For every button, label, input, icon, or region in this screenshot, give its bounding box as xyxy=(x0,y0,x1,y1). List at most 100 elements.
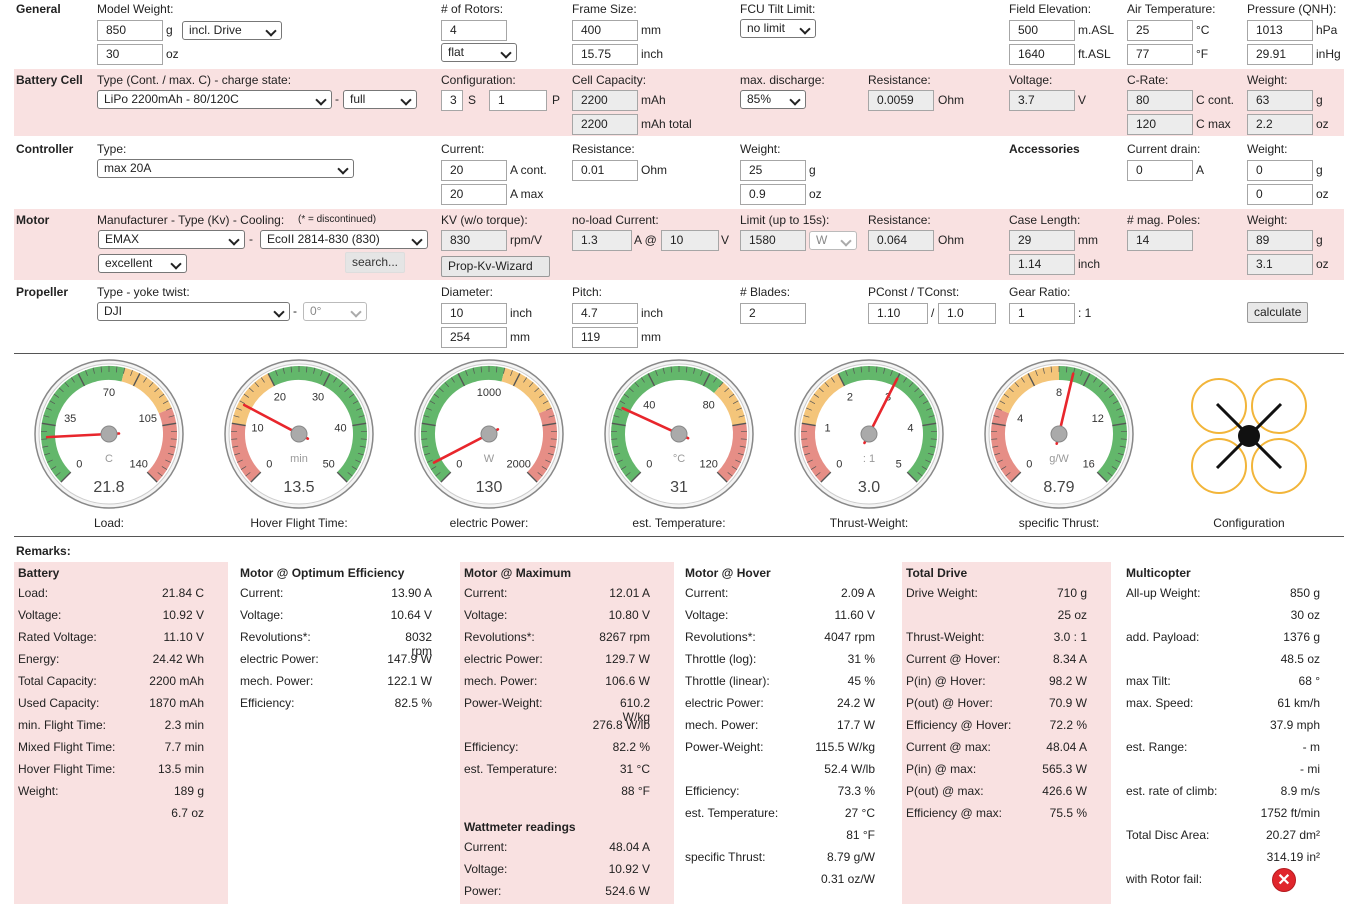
remarks-column: Motor @ Maximum Current: 12.01 A Voltage: 10… xyxy=(460,562,674,904)
rotor-circle xyxy=(1191,438,1247,494)
cell-capacity-value: 2200 xyxy=(572,90,638,111)
air-temp-c-input[interactable]: 25 xyxy=(1127,20,1193,41)
pressure-inhg-input[interactable]: 29.91 xyxy=(1247,44,1313,65)
tconst-input[interactable]: 1.0 xyxy=(938,303,996,324)
remarks-row-label: electric Power: xyxy=(240,652,319,666)
unit-a-at: A @ xyxy=(634,233,657,247)
gear-ratio-input[interactable]: 1 xyxy=(1009,303,1075,324)
unit-inch: inch xyxy=(641,47,664,61)
gauge-tick xyxy=(803,415,810,418)
propeller-dash: - xyxy=(293,304,297,318)
fcu-tilt-select[interactable]: no limit xyxy=(740,19,816,38)
max-discharge-select[interactable]: 85% xyxy=(740,90,806,109)
diameter-mm-input[interactable]: 254 xyxy=(441,327,507,348)
yoke-twist-select[interactable]: 0° xyxy=(303,302,367,321)
propeller-type-select[interactable]: DJI xyxy=(97,302,290,321)
remarks-row-value: 48.04 A xyxy=(609,840,650,854)
remarks-row-value: 7.7 min xyxy=(164,740,204,754)
battery-type-select[interactable]: LiPo 2200mAh - 80/120C xyxy=(97,90,332,109)
controller-type-select[interactable]: max 20A xyxy=(97,159,354,178)
pressure-hpa-input[interactable]: 1013 xyxy=(1247,20,1313,41)
diameter-label: Diameter: xyxy=(441,285,494,299)
gauge-tick xyxy=(347,472,353,477)
drive-select[interactable]: incl. Drive xyxy=(182,21,282,40)
gauge-tick xyxy=(809,400,816,405)
gauge-unit: °C xyxy=(673,453,685,465)
gauge-tick xyxy=(115,366,118,373)
elevation-ft-input[interactable]: 1640 xyxy=(1009,44,1075,65)
gauge-tick xyxy=(611,422,626,427)
search-button[interactable]: search... xyxy=(345,252,406,273)
gauge-tick-label: 0 xyxy=(1026,459,1032,471)
unit-inch: inch xyxy=(510,306,533,320)
gauge-tick xyxy=(351,466,358,470)
controller-max-input[interactable]: 20 xyxy=(441,184,507,205)
noload-voltage-value: 10 xyxy=(661,230,719,251)
blades-input[interactable]: 2 xyxy=(740,303,806,324)
charge-state-select[interactable]: full xyxy=(343,90,417,109)
gauge-tick xyxy=(903,377,908,383)
gauge-tick xyxy=(305,366,308,373)
gauge-tick xyxy=(234,452,241,456)
gauge-tick xyxy=(991,422,1006,427)
model-weight-oz-input[interactable]: 30 xyxy=(97,44,163,65)
cells-parallel-input[interactable]: 1 xyxy=(489,90,547,111)
remarks-row-label: Efficiency @ Hover: xyxy=(906,718,1012,732)
pitch-inch-input[interactable]: 4.7 xyxy=(572,303,638,324)
accessories-weight-oz-input[interactable]: 0 xyxy=(1247,184,1313,205)
controller-resistance-input[interactable]: 0.01 xyxy=(572,160,638,181)
cooling-select[interactable]: excellent xyxy=(98,254,187,273)
frame-mm-input[interactable]: 400 xyxy=(572,20,638,41)
accessories-weight-g-input[interactable]: 0 xyxy=(1247,160,1313,181)
remarks-row-label: electric Power: xyxy=(464,652,543,666)
noload-current-value: 1.3 xyxy=(572,230,632,251)
diameter-inch-input[interactable]: 10 xyxy=(441,303,507,324)
motor-resistance-label: Resistance: xyxy=(868,213,931,227)
controller-weight-oz-input[interactable]: 0.9 xyxy=(740,184,806,205)
gauge-tick xyxy=(438,387,444,393)
gauge-tick xyxy=(426,407,432,411)
rotor-fail-error-icon: ✕ xyxy=(1272,868,1296,892)
rotors-input[interactable]: 4 xyxy=(441,20,507,41)
remarks-row-value: 25 oz xyxy=(1057,608,1087,622)
limit-unit-select[interactable]: W xyxy=(809,231,857,250)
model-weight-label: Model Weight: xyxy=(97,2,174,16)
remarks-row-label: Weight: xyxy=(18,784,59,798)
remarks-label: Remarks: xyxy=(16,544,71,558)
remarks-column-title: Motor @ Optimum Efficiency xyxy=(240,566,405,580)
gauge-tick xyxy=(162,400,169,405)
remarks-row-value: 314.19 in² xyxy=(1266,850,1320,864)
current-drain-input[interactable]: 0 xyxy=(1127,160,1193,181)
gauge-tick xyxy=(732,400,739,405)
remarks-row-label: Used Capacity: xyxy=(18,696,100,710)
calculate-button[interactable]: calculate xyxy=(1247,302,1309,323)
cells-serial-input[interactable]: 3 xyxy=(441,90,463,111)
gauge-tick xyxy=(662,367,665,374)
remarks-row-value: 88 °F xyxy=(621,784,650,798)
gauge-tick xyxy=(435,472,441,477)
pitch-mm-input[interactable]: 119 xyxy=(572,327,638,348)
gauge-tick xyxy=(685,366,688,373)
unit-hpa: hPa xyxy=(1316,23,1338,37)
frame-inch-input[interactable]: 15.75 xyxy=(572,44,638,65)
current-drain-label: Current drain: xyxy=(1127,142,1201,156)
frame-type-select[interactable]: flat xyxy=(441,43,517,62)
gauge-tick xyxy=(736,407,742,411)
slash: / xyxy=(931,306,935,320)
frame-size-label: Frame Size: xyxy=(572,2,637,16)
remarks-row-label: Efficiency: xyxy=(685,784,740,798)
controller-cont-input[interactable]: 20 xyxy=(441,160,507,181)
unit-v: V xyxy=(721,233,730,247)
motor-manufacturer-select[interactable]: EMAX xyxy=(98,230,245,249)
prop-kv-wizard-button[interactable]: Prop-Kv-Wizard xyxy=(441,256,550,277)
remarks-row-value: 70.9 W xyxy=(1048,696,1087,710)
controller-weight-g-input[interactable]: 25 xyxy=(740,160,806,181)
motor-type-select[interactable]: EcoII 2814-830 (830) xyxy=(260,230,428,249)
gauge-tick xyxy=(1050,366,1053,373)
controller-current-label: Current: xyxy=(441,142,485,156)
unit-g: g xyxy=(1316,163,1323,177)
air-temp-f-input[interactable]: 77 xyxy=(1127,44,1193,65)
elevation-m-input[interactable]: 500 xyxy=(1009,20,1075,41)
model-weight-g-input[interactable]: 850 xyxy=(97,20,163,41)
pconst-input[interactable]: 1.10 xyxy=(868,303,928,324)
